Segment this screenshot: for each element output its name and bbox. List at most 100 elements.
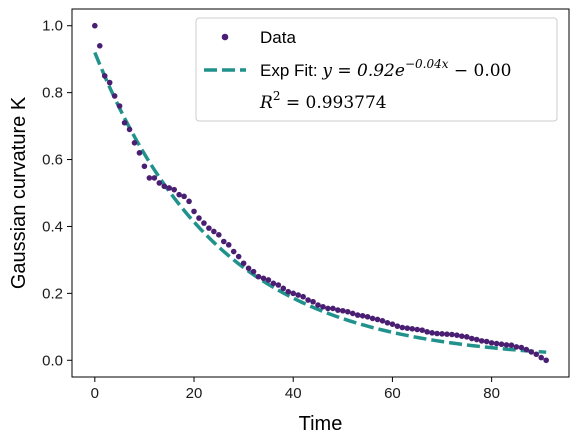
legend-fit-prefix: Exp Fit: [260,61,322,80]
data-point [156,180,163,186]
legend-r-value: = 0.993774 [280,93,386,113]
legend-fit-label: Exp Fit: y = 0.92e−0.04x − 0.00 [260,57,511,81]
data-point [141,163,148,170]
data-point [464,334,470,340]
data-point [240,260,247,267]
data-point [468,335,475,342]
axis-ticks: 0 20 40 60 80 0.0 0.2 0.4 0.6 0.8 1.0 [42,18,500,402]
data-point [389,321,396,327]
y-tick-label: 0.4 [42,218,63,235]
data-point [131,140,138,146]
data-point [136,150,143,156]
data-point [275,282,282,288]
x-tick-label: 40 [285,385,302,402]
data-point [344,308,351,315]
data-point [419,327,425,333]
data-point [300,293,306,300]
data-point [255,273,262,280]
data-point [414,326,421,333]
data-point [126,126,133,133]
data-point [270,280,277,287]
legend-box [195,17,558,122]
legend-r-symbol: R [259,93,273,113]
data-point [151,175,158,181]
data-point [121,119,128,126]
data-point [216,232,222,238]
data-point [225,242,232,248]
data-point [404,325,411,331]
legend: Data Exp Fit: y = 0.92e−0.04x − 0.00 R2 … [195,17,558,122]
data-point [265,277,272,283]
data-point [335,307,341,313]
data-point [503,342,510,348]
data-point [290,290,297,297]
data-point [449,331,455,338]
data-point [201,220,207,226]
y-tick-label: 0.8 [42,85,63,102]
plot-area-frame [71,8,570,378]
data-point [92,22,98,29]
data-point [176,191,182,198]
data-point [543,357,549,364]
data-point [523,346,530,353]
data-point [320,303,326,310]
x-tick-label: 60 [384,385,401,402]
fit-line [93,51,547,354]
data-point [508,342,515,349]
y-axis-label: Gaussian curvature K [8,96,30,289]
data-point [533,351,540,358]
data-point [459,333,465,339]
y-tick-label: 1.0 [42,18,63,35]
data-point [260,275,267,282]
data-point [211,228,217,235]
data-point [424,329,430,335]
data-point [528,349,535,355]
data-points-layer [92,22,549,364]
data-point [538,354,545,361]
data-point [310,298,316,305]
data-point [394,323,401,329]
data-point [161,183,168,190]
data-point [384,320,391,326]
data-point [354,312,361,318]
data-point [493,340,500,347]
data-point [96,43,103,49]
data-point [295,292,301,298]
data-point [191,208,197,215]
data-point [359,312,366,319]
legend-fit-equation: y = 0.92e [321,61,405,81]
data-point [369,315,376,322]
legend-fit-exponent: −0.04x [405,57,449,71]
data-point [245,265,252,272]
data-point [513,344,520,350]
data-point [315,302,321,308]
data-point [483,338,490,345]
y-tick-label: 0.0 [42,352,63,369]
data-point [473,336,480,343]
data-point [250,268,257,275]
data-point [171,186,177,193]
data-point [349,310,356,317]
fit-line-layer [93,51,547,354]
data-point [478,338,485,344]
data-point [235,253,242,260]
data-point [444,331,450,337]
data-point [146,175,153,181]
data-point [220,238,227,245]
y-tick-label: 0.6 [42,152,63,169]
data-point [364,313,371,320]
data-point [379,318,386,324]
data-point [111,93,118,99]
data-point [181,193,187,200]
data-point [206,225,212,231]
data-point [106,79,113,86]
legend-data-marker [221,33,229,41]
data-point [340,307,346,314]
data-point [230,248,237,255]
data-point [374,316,381,323]
data-point [186,198,192,205]
data-point [399,324,406,331]
x-axis-label: Time [299,413,343,435]
data-point [196,215,202,221]
